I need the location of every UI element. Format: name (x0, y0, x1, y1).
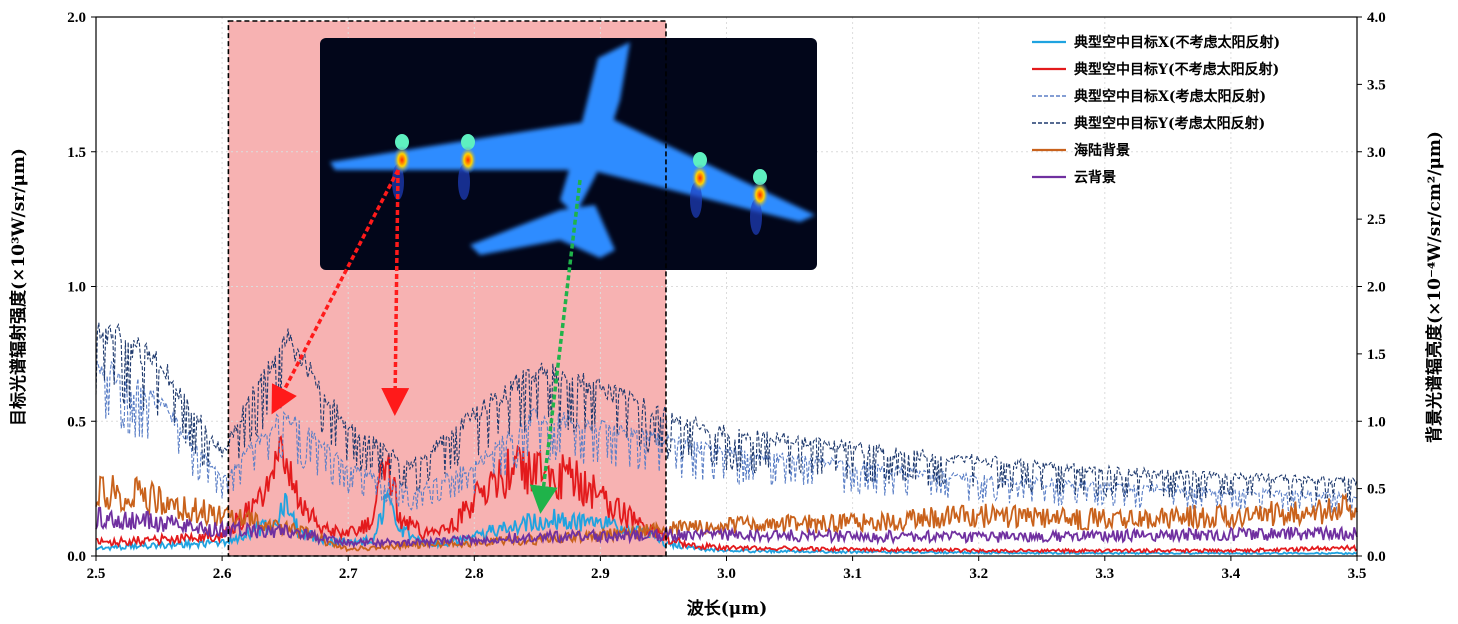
legend-label: 云背景 (1074, 169, 1116, 186)
y-right-tick-label: 0.0 (1367, 549, 1386, 565)
x-tick-label: 3.1 (843, 566, 862, 582)
hot-spot (691, 164, 709, 192)
legend: 典型空中目标X(不考虑太阳反射) 典型空中目标Y(不考虑太阳反射) 典型空中目标X(… (1032, 34, 1280, 186)
wings (330, 118, 815, 222)
x-tick-label: 2.7 (339, 566, 358, 582)
hot-spot (459, 146, 477, 174)
airplane-icon (330, 42, 815, 258)
y-left-tick-label: 0.0 (67, 549, 86, 565)
y-left-tick-label: 1.5 (67, 145, 86, 161)
y-right-tick-label: 1.5 (1367, 347, 1386, 363)
engine-icon (693, 152, 707, 168)
x-tick-label: 3.4 (1222, 566, 1241, 582)
series-group (95, 322, 1358, 556)
highlight-box (227, 20, 667, 557)
x-tick-label: 3.3 (1095, 566, 1114, 582)
legend-label: 典型空中目标X(不考虑太阳反射) (1074, 34, 1280, 51)
arrow-red-1 (271, 169, 400, 415)
y-left-tick-label: 1.0 (67, 280, 86, 296)
y-right-tick-label: 0.5 (1367, 482, 1386, 498)
x-tick-label: 3.2 (969, 566, 988, 582)
x-tick-label: 3.5 (1348, 566, 1367, 582)
hot-spot (393, 146, 411, 174)
series-line (95, 475, 1358, 553)
y-right-tick-label: 1.0 (1367, 414, 1386, 430)
x-tick-label: 2.5 (87, 566, 106, 582)
engine-icon (461, 134, 475, 150)
legend-label: 典型空中目标Y(不考虑太阳反射) (1074, 61, 1279, 78)
legend-label: 典型空中目标Y(考虑太阳反射) (1074, 115, 1265, 132)
engine-icon (395, 134, 409, 150)
y-right-tick-label: 2.5 (1367, 212, 1386, 228)
legend-label: 典型空中目标X(考虑太阳反射) (1074, 88, 1266, 105)
x-tick-label: 3.0 (717, 566, 736, 582)
tail (470, 205, 615, 258)
arrow-green (529, 179, 582, 514)
x-tick-label: 2.6 (213, 566, 232, 582)
x-tick-label: 2.8 (465, 566, 484, 582)
y-axis-left-title: 目标光谱辐射强度(×10³W/sr/μm) (8, 148, 29, 426)
series-line (95, 435, 1358, 555)
engine-icon (753, 169, 767, 185)
series-line (95, 506, 1358, 550)
hot-spot (751, 181, 769, 209)
arrow-red-2 (381, 169, 410, 416)
y-axis-right-title: 背景光谱辐亮度(×10⁻⁴W/sr/cm²/μm) (1424, 131, 1445, 443)
x-tick-label: 2.9 (591, 566, 610, 582)
series-line (95, 322, 1358, 503)
x-axis-title: 波长(μm) (687, 598, 768, 619)
legend-label: 海陆背景 (1074, 142, 1130, 159)
inset-image (271, 38, 817, 514)
y-left-tick-label: 2.0 (67, 10, 86, 26)
y-right-tick-label: 4.0 (1367, 10, 1386, 26)
y-left-tick-label: 0.5 (67, 414, 86, 430)
y-right-tick-label: 3.5 (1367, 77, 1386, 93)
y-right-tick-label: 2.0 (1367, 280, 1386, 296)
y-right-tick-label: 3.0 (1367, 145, 1386, 161)
axes: 2.5 2.6 2.7 2.8 2.9 3.0 3.1 3.2 3.3 3.4 3.50.00.51… (67, 10, 1386, 582)
series-line (95, 360, 1358, 514)
